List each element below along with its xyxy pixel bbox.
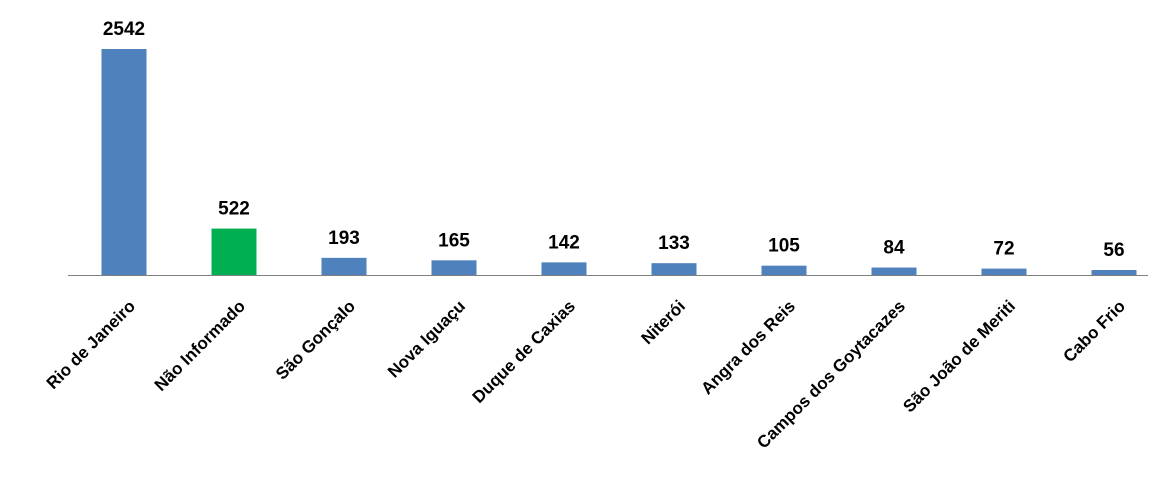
- category-label-angra-dos-reis: Angra dos Reis: [697, 297, 799, 399]
- category-label-sao-goncalo: São Gonçalo: [272, 297, 359, 384]
- value-label-campos-dos-goytacazes: 84: [883, 238, 905, 259]
- bar-campos-dos-goytacazes: [871, 267, 917, 275]
- bar-sao-joao-de-meriti: [981, 268, 1027, 275]
- bar-nao-informado: [211, 228, 257, 275]
- value-label-duque-de-caxias: 142: [548, 232, 580, 253]
- category-label-nao-informado: Não Informado: [151, 297, 249, 395]
- bar-cabo-frio: [1091, 270, 1137, 275]
- bar-sao-goncalo: [321, 257, 367, 275]
- category-label-duque-de-caxias: Duque de Caxias: [469, 297, 579, 407]
- value-label-sao-joao-de-meriti: 72: [993, 239, 1014, 260]
- category-label-cabo-frio: Cabo Frio: [1059, 297, 1129, 367]
- value-label-niteroi: 133: [658, 233, 690, 254]
- bar-niteroi: [651, 263, 697, 275]
- bar-rio-de-janeiro: [101, 49, 147, 275]
- category-label-rio-de-janeiro: Rio de Janeiro: [43, 297, 139, 393]
- value-label-nao-informado: 522: [218, 199, 250, 220]
- category-label-sao-joao-de-meriti: São João de Meriti: [899, 297, 1019, 417]
- value-labels-group: 2542 522 193 165 142 133 105 84 72 56: [103, 19, 1125, 261]
- category-label-niteroi: Niterói: [637, 297, 689, 349]
- bar-duque-de-caxias: [541, 262, 587, 275]
- value-label-cabo-frio: 56: [1103, 240, 1124, 261]
- value-label-sao-goncalo: 193: [328, 228, 360, 249]
- category-labels-group: Rio de Janeiro Não Informado São Gonçalo No…: [43, 297, 1129, 453]
- value-label-angra-dos-reis: 105: [768, 236, 800, 257]
- bar-nova-iguacu: [431, 260, 477, 275]
- value-label-rio-de-janeiro: 2542: [103, 19, 145, 40]
- bar-angra-dos-reis: [761, 265, 807, 275]
- value-label-nova-iguacu: 165: [438, 230, 470, 251]
- category-label-nova-iguacu: Nova Iguaçu: [384, 297, 469, 382]
- bars-group: [101, 49, 1137, 275]
